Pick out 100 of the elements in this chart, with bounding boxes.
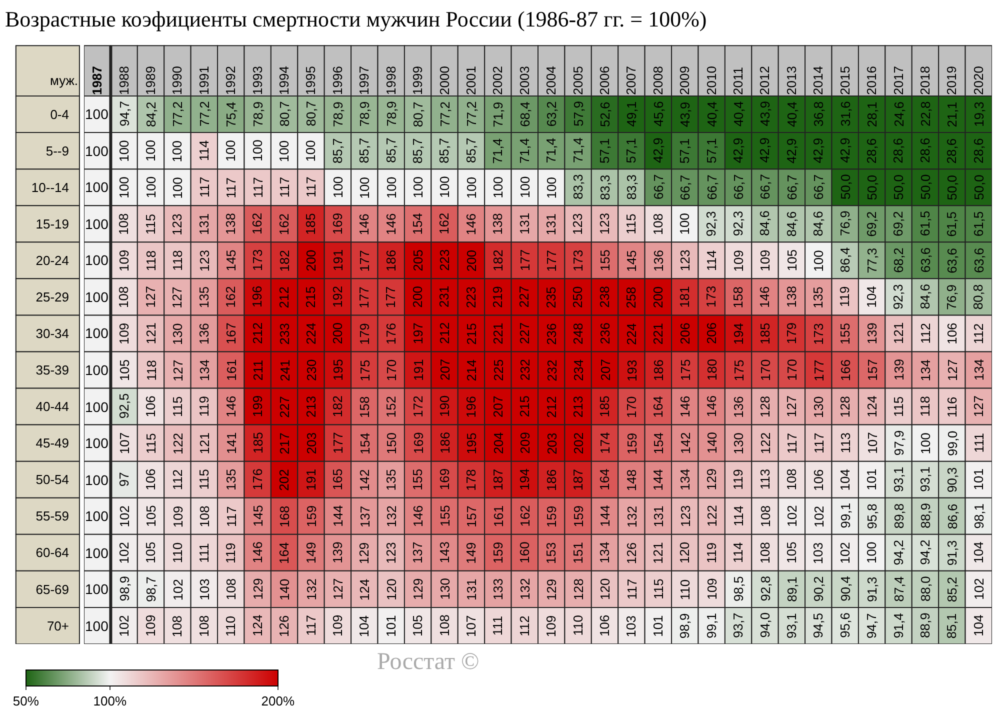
data-label: 100: [490, 176, 506, 198]
data-label: 170: [384, 359, 400, 382]
data-label: 217: [277, 432, 292, 454]
data-label: 128: [838, 396, 853, 418]
data-label: 191: [410, 359, 426, 381]
data-label: 102: [971, 578, 986, 600]
data-label: 106: [143, 396, 158, 418]
data-label: 61,5: [944, 211, 960, 237]
data-label: 110: [570, 615, 586, 636]
data-label: 99,1: [838, 502, 853, 528]
data-label: 234: [571, 359, 586, 382]
data-label: 185: [758, 322, 773, 344]
data-label: 159: [304, 505, 319, 528]
data-label: 108: [758, 505, 773, 528]
data-label: 139: [864, 322, 880, 344]
data-label: 129: [356, 542, 372, 564]
data-label: 117: [811, 432, 826, 454]
data-label: 177: [544, 250, 559, 272]
data-label: 119: [223, 542, 238, 564]
data-label: 94,2: [890, 540, 906, 566]
data-label: 108: [224, 578, 239, 600]
data-label: 127: [971, 395, 986, 418]
data-label: 93,7: [730, 612, 746, 638]
x-tick-label: 1997: [356, 66, 372, 95]
data-label: 119: [837, 286, 852, 308]
data-label: 61,5: [917, 210, 932, 236]
data-label: 166: [838, 359, 854, 382]
data-label: 128: [570, 578, 586, 600]
data-label: 43,9: [758, 100, 773, 126]
data-label: 114: [196, 140, 212, 161]
data-label: 66,7: [730, 174, 746, 200]
data-label: 76,9: [837, 210, 852, 236]
data-label: 115: [170, 396, 185, 417]
data-label: 113: [757, 468, 772, 490]
data-label: 123: [170, 214, 185, 236]
data-label: 101: [864, 468, 880, 490]
data-label: 100: [85, 143, 109, 159]
data-label: 42,9: [784, 138, 799, 164]
data-label: 100: [330, 176, 346, 198]
data-label: 121: [891, 322, 906, 344]
data-label: 100: [918, 432, 934, 454]
data-label: 173: [570, 250, 586, 272]
data-label: 175: [678, 359, 693, 381]
data-label: 63,6: [971, 248, 986, 274]
data-label: 102: [811, 506, 826, 528]
x-tick-label: 1990: [170, 66, 185, 95]
data-label: 118: [143, 250, 158, 272]
data-label: 114: [730, 542, 746, 563]
y-tick-label: 25-29: [36, 289, 69, 304]
data-label: 185: [597, 396, 612, 418]
data-label: 69,2: [890, 211, 906, 236]
data-label: 139: [892, 358, 907, 381]
data-label: 100: [303, 140, 318, 162]
y-tick-label: 60-64: [36, 545, 69, 560]
data-label: 89,1: [784, 576, 800, 602]
data-label: 200: [650, 286, 666, 308]
y-tick-label: 65-69: [36, 582, 69, 597]
data-label: 77,2: [170, 101, 186, 127]
data-label: 100: [410, 176, 426, 198]
data-label: 193: [624, 360, 640, 382]
data-label: 84,2: [143, 102, 158, 128]
data-label: 86,4: [838, 247, 853, 273]
data-label: 213: [570, 396, 586, 418]
data-label: 196: [464, 396, 479, 418]
data-label: 100: [85, 435, 109, 451]
data-label: 102: [784, 505, 800, 527]
data-label: 187: [570, 468, 586, 491]
data-label: 123: [678, 505, 693, 528]
data-label: 118: [918, 396, 933, 417]
data-label: 138: [490, 213, 506, 235]
data-label: 108: [170, 615, 185, 638]
data-label: 127: [170, 286, 185, 308]
data-label: 80,8: [970, 284, 986, 310]
data-label: 127: [784, 396, 800, 418]
data-label: 170: [784, 359, 800, 381]
data-label: 111: [972, 432, 987, 453]
data-label: 87,4: [891, 576, 906, 602]
data-label: 109: [116, 322, 132, 345]
data-label: 129: [544, 578, 560, 601]
data-label: 165: [330, 468, 346, 490]
data-label: 132: [517, 578, 532, 600]
y-tick-label: 5--9: [46, 143, 69, 158]
data-label: 137: [410, 542, 426, 564]
data-label: 100: [142, 140, 158, 162]
x-tick-label: 2019: [944, 66, 960, 95]
y-tick-label: 10--14: [31, 180, 69, 195]
data-label: 146: [704, 395, 720, 418]
data-label: 107: [116, 432, 132, 454]
data-label: 232: [518, 358, 533, 381]
data-label: 61,5: [970, 211, 986, 237]
data-label: 28,6: [970, 138, 986, 164]
data-label: 105: [144, 505, 159, 527]
data-label: 104: [356, 615, 372, 638]
data-label: 206: [677, 322, 692, 344]
data-label: 71,4: [516, 138, 532, 164]
x-tick-label: 2002: [490, 66, 506, 95]
data-label: 152: [384, 396, 399, 418]
data-label: 110: [170, 542, 185, 564]
data-label: 248: [570, 322, 586, 345]
data-label: 92,8: [758, 576, 773, 602]
